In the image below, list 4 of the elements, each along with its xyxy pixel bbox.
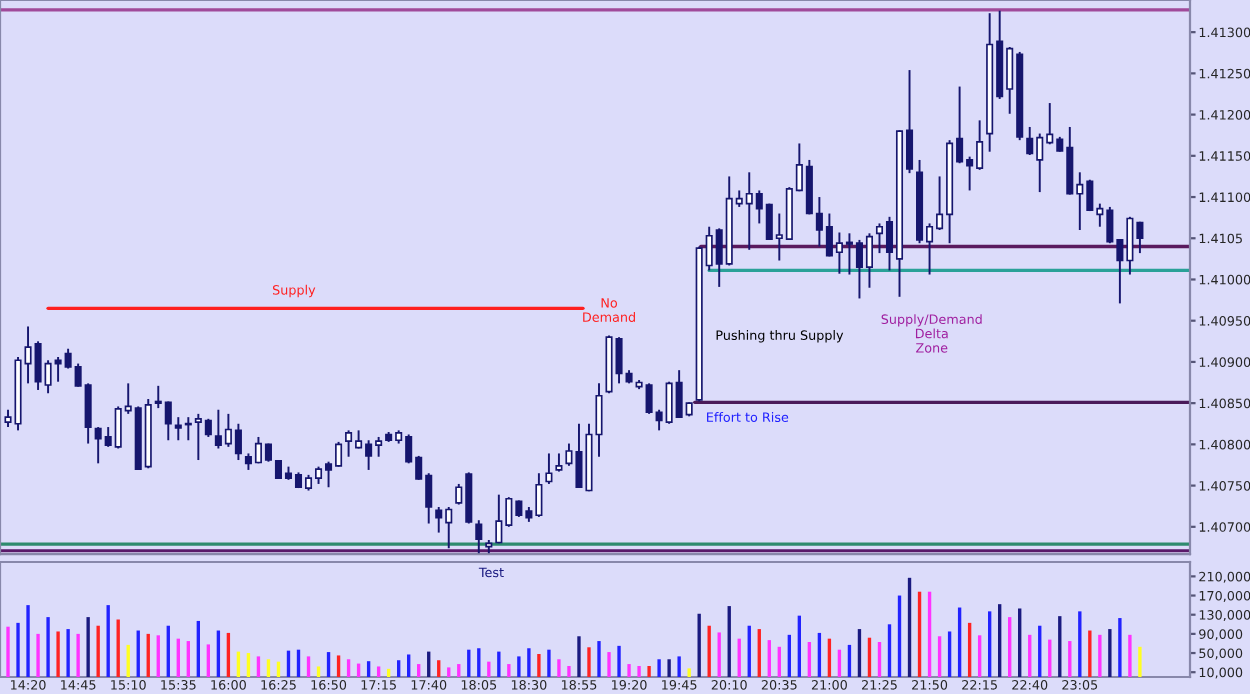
candlestick xyxy=(475,519,483,555)
candlestick xyxy=(555,452,563,473)
candlestick xyxy=(174,416,182,442)
candlestick xyxy=(545,452,553,485)
